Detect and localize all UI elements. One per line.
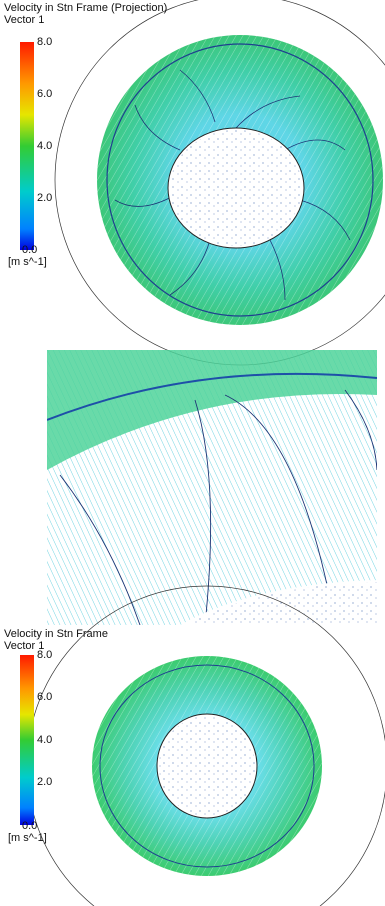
figure: Velocity in Stn Frame (Projection) Vecto…: [0, 0, 385, 906]
colorbar-tick: 4.0: [37, 734, 52, 746]
colorbar-tick: 0.0: [22, 820, 37, 832]
panel-title: Velocity in Stn Frame: [4, 628, 108, 640]
panel-1: Velocity in Stn Frame (Projection) Vecto…: [4, 0, 385, 365]
colorbar-unit: [m s^-1]: [8, 832, 47, 844]
colorbar-tick: 4.0: [37, 140, 52, 152]
colorbar-unit: [m s^-1]: [8, 256, 47, 268]
colorbar-tick: 2.0: [37, 192, 52, 204]
panel-3: Velocity in Stn Frame Vector 1 8.0 6.0 4…: [4, 586, 385, 906]
colorbar-tick: 6.0: [37, 88, 52, 100]
panel-title: Velocity in Stn Frame (Projection): [4, 2, 167, 14]
panel-subtitle: Vector 1: [4, 14, 44, 26]
colorbar: [20, 42, 34, 250]
hub-vectors: [170, 130, 302, 246]
page: Velocity in Stn Frame (Projection) Vecto…: [0, 0, 385, 906]
hub-vectors: [159, 716, 255, 816]
colorbar-tick: 6.0: [37, 691, 52, 703]
colorbar-tick: 0.0: [22, 244, 37, 256]
colorbar-tick: 2.0: [37, 776, 52, 788]
colorbar-tick: 8.0: [37, 36, 52, 48]
colorbar: [20, 655, 34, 825]
colorbar-tick: 8.0: [37, 649, 52, 661]
